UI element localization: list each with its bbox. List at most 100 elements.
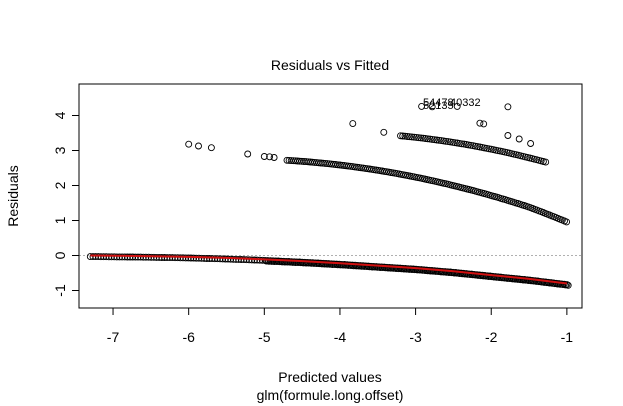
data-point: [504, 132, 512, 139]
data-point: [399, 132, 407, 140]
data-point: [232, 255, 240, 263]
data-point: [349, 120, 357, 128]
data-point: [131, 253, 139, 261]
x-axis: -7 -6 -5 -4 -3 -2 -1: [107, 307, 574, 345]
data-point: [142, 253, 150, 261]
data-point: [105, 253, 113, 261]
data-point: [116, 253, 123, 261]
data-point: [89, 253, 97, 261]
residual-points: [86, 102, 572, 289]
x-tick-label: -1: [561, 329, 574, 345]
data-point: [147, 253, 155, 261]
data-point: [270, 154, 278, 161]
data-point: [100, 253, 108, 261]
data-point: [113, 253, 121, 261]
data-point: [211, 255, 219, 263]
data-point: [134, 253, 142, 261]
data-point: [311, 158, 318, 166]
data-point: [494, 147, 502, 155]
data-point: [412, 133, 420, 141]
data-point: [380, 128, 388, 136]
data-point: [476, 143, 484, 151]
data-point: [192, 254, 200, 262]
data-point: [185, 140, 193, 148]
data-point: [408, 133, 416, 141]
data-point: [207, 144, 215, 152]
data-point: [229, 255, 237, 263]
data-point: [406, 133, 413, 141]
data-point: [419, 134, 427, 142]
data-point: [428, 135, 436, 143]
data-point: [203, 255, 211, 262]
y-axis-title: Residuals: [5, 165, 21, 226]
data-point: [424, 135, 432, 143]
data-point: [219, 255, 227, 263]
data-point: [421, 135, 429, 142]
data-point: [458, 140, 466, 148]
data-point: [208, 255, 216, 263]
data-point: [560, 280, 568, 288]
data-point: [437, 137, 445, 145]
data-point: [306, 158, 314, 166]
data-point: [397, 132, 404, 140]
outlier-label-40332: 40332: [450, 97, 481, 109]
data-point: [126, 253, 134, 261]
data-point: [428, 103, 436, 111]
data-point: [403, 133, 411, 140]
data-point: [467, 141, 475, 149]
data-point: [319, 159, 327, 167]
data-point: [426, 135, 434, 143]
data-point: [370, 166, 378, 174]
y-axis: -1 0 1 2 3 4: [52, 111, 80, 297]
data-point: [195, 142, 202, 150]
data-point: [221, 255, 229, 263]
data-point: [471, 142, 479, 150]
y-tick-label: 1: [52, 216, 68, 224]
x-tick-label: -6: [182, 329, 195, 345]
x-tick-label: -5: [258, 329, 271, 345]
data-point: [446, 138, 454, 146]
data-point: [563, 281, 571, 289]
data-point: [308, 158, 316, 166]
data-point: [431, 136, 438, 144]
data-point: [563, 218, 571, 226]
data-point: [200, 254, 208, 262]
outlier-label-52135: 52135: [423, 100, 454, 112]
data-point: [474, 143, 482, 151]
x-tick-label: -3: [409, 329, 422, 345]
data-point: [504, 103, 512, 111]
data-point: [86, 253, 94, 261]
data-point: [418, 102, 426, 110]
data-point: [435, 136, 443, 144]
data-point: [227, 255, 235, 263]
data-point: [108, 253, 115, 261]
data-point: [460, 140, 468, 148]
y-tick-label: 4: [52, 111, 68, 119]
data-point: [334, 161, 342, 169]
data-point: [260, 153, 268, 160]
data-point: [564, 281, 572, 289]
y-tick-label: 0: [52, 251, 68, 259]
data-point: [244, 150, 252, 158]
data-point: [410, 133, 418, 141]
smoothing-line: [90, 254, 568, 285]
data-point: [453, 102, 461, 110]
data-point: [465, 141, 472, 149]
x-tick-label: -7: [107, 329, 120, 345]
data-point: [92, 253, 100, 261]
data-point: [442, 137, 450, 145]
data-point: [527, 140, 535, 147]
data-point: [347, 162, 354, 170]
data-point: [266, 153, 274, 161]
data-point: [417, 134, 425, 142]
y-tick-label: -1: [52, 284, 68, 297]
y-tick-label: 3: [52, 146, 68, 154]
outlier-label-54478: 54478: [423, 97, 454, 109]
data-point: [415, 134, 423, 142]
data-point: [542, 158, 550, 166]
data-point: [451, 139, 459, 147]
chart-title: Residuals vs Fitted: [271, 57, 389, 73]
